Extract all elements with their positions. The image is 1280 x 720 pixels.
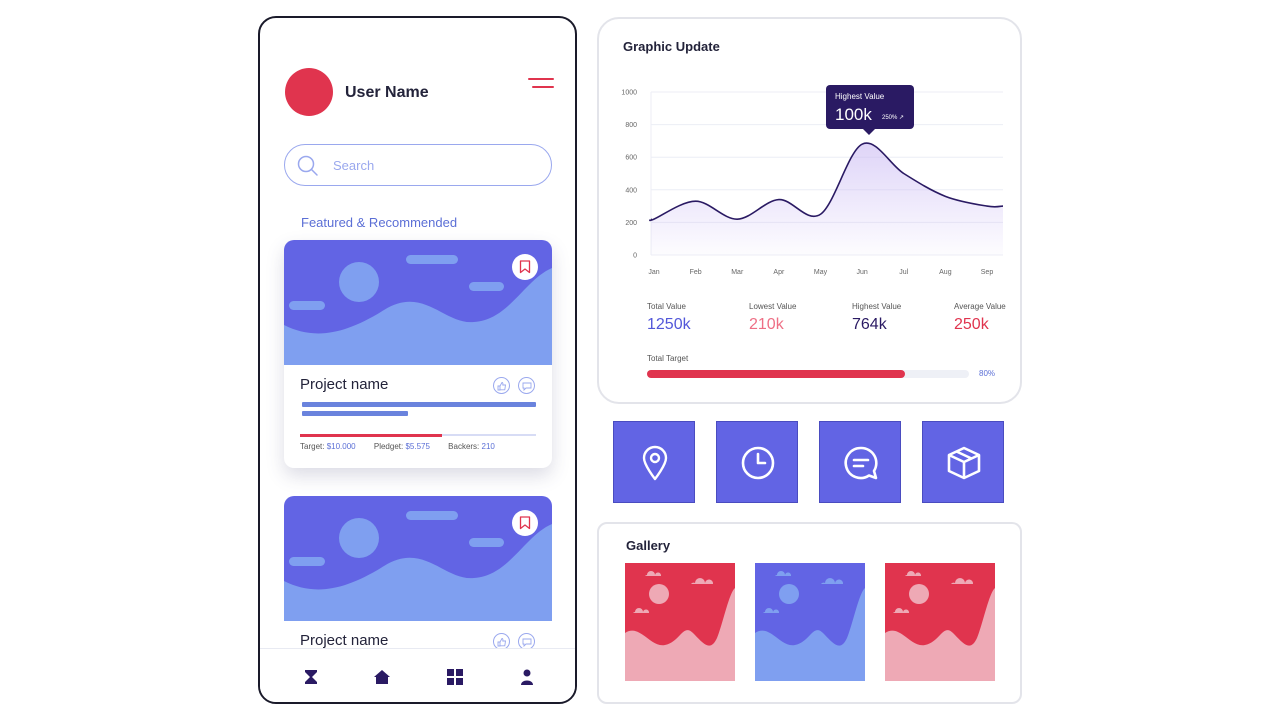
- x-tick-label: Sep: [981, 269, 994, 276]
- target-label: Total Target: [647, 354, 689, 363]
- package-box-icon: [947, 446, 981, 480]
- project-image: [284, 496, 552, 621]
- funding-progress-bar: [300, 433, 536, 437]
- chat-icon: [522, 382, 532, 391]
- stat-total: Total Value 1250k: [647, 302, 691, 334]
- x-tick-label: Jun: [856, 269, 867, 276]
- tooltip-change: 250% ↗: [882, 115, 905, 121]
- bookmark-button[interactable]: [512, 510, 538, 536]
- gallery-title: Gallery: [626, 538, 671, 553]
- tooltip-label: Highest Value: [835, 92, 885, 101]
- x-tick-label: Jul: [899, 269, 908, 276]
- chat-icon: [522, 638, 532, 647]
- funding-progress-fill: [300, 433, 442, 437]
- project-card[interactable]: Project name Target: $10.000 Pledget: $5…: [284, 240, 552, 468]
- package-tile[interactable]: [922, 421, 1004, 503]
- description-line: [302, 402, 536, 407]
- bottom-nav: [260, 648, 575, 702]
- search-icon: [297, 155, 318, 176]
- y-tick-label: 600: [625, 155, 637, 162]
- stat-value: 764k: [852, 316, 887, 333]
- graphic-update-card: Graphic Update 1000 800 600 400 200 0 Jan Feb Ma…: [597, 17, 1022, 404]
- search-bar[interactable]: [284, 144, 552, 186]
- stat-lowest: Lowest Value 210k: [749, 302, 796, 334]
- chat-bubble-icon: [844, 446, 878, 480]
- clock-tile[interactable]: [716, 421, 798, 503]
- stat-value: 250k: [954, 316, 989, 333]
- chat-tile[interactable]: [819, 421, 901, 503]
- target-percent: 80%: [979, 369, 996, 378]
- thumbs-up-icon: [497, 382, 507, 391]
- clock-icon: [741, 446, 775, 480]
- y-tick-label: 800: [625, 122, 637, 129]
- stat-value: 210k: [749, 316, 784, 333]
- home-icon[interactable]: [373, 668, 391, 686]
- like-button[interactable]: [493, 377, 510, 394]
- search-input[interactable]: [333, 153, 533, 177]
- x-tick-label: Feb: [690, 269, 702, 276]
- bookmark-icon: [519, 516, 531, 530]
- x-tick-label: Jan: [648, 269, 659, 276]
- user-icon[interactable]: [518, 668, 536, 686]
- x-tick-label: Aug: [939, 269, 952, 276]
- bookmark-button[interactable]: [512, 254, 538, 280]
- pledged-value: $5.575: [405, 442, 430, 451]
- gallery-image[interactable]: [755, 563, 865, 681]
- stat-label: Lowest Value: [749, 302, 797, 311]
- target-progress-bar: [647, 370, 969, 378]
- project-name: Project name: [300, 376, 389, 393]
- location-pin-icon: [642, 445, 668, 481]
- comment-button[interactable]: [518, 377, 535, 394]
- project-card[interactable]: Project name: [284, 496, 552, 656]
- grid-icon[interactable]: [446, 668, 464, 686]
- project-image: [284, 240, 552, 365]
- location-tile[interactable]: [613, 421, 695, 503]
- project-name: Project name: [300, 632, 389, 649]
- x-tick-label: May: [814, 269, 828, 276]
- y-tick-label: 200: [625, 220, 637, 227]
- tooltip-value: 100k: [835, 105, 872, 124]
- area-fill: [649, 143, 1003, 255]
- gallery-card: Gallery: [597, 522, 1022, 704]
- thumbs-up-icon: [497, 638, 507, 647]
- line-chart: 1000 800 600 400 200 0 Jan Feb Mar Apr May Jun Jul Au…: [621, 90, 1004, 276]
- y-tick-label: 1000: [621, 90, 637, 97]
- gallery-image[interactable]: [625, 563, 735, 681]
- highest-value-tooltip: Highest Value 100k 250% ↗: [826, 85, 914, 135]
- y-tick-label: 400: [625, 187, 637, 194]
- y-tick-label: 0: [633, 253, 637, 260]
- target-value: $10.000: [326, 442, 356, 451]
- data-line: [649, 142, 1004, 222]
- mobile-app-frame: User Name Featured & Recommended: [258, 16, 577, 704]
- stat-label: Highest Value: [852, 302, 902, 311]
- avatar[interactable]: [285, 68, 333, 116]
- x-tick-label: Mar: [731, 269, 744, 276]
- stat-value: 1250k: [647, 316, 691, 333]
- hamburger-menu-icon[interactable]: [526, 78, 554, 90]
- target-label: Target:: [300, 442, 325, 451]
- x-tick-label: Apr: [773, 269, 785, 276]
- backers-value: 210: [481, 442, 495, 451]
- backers-label: Backers:: [448, 442, 480, 451]
- stat-label: Total Value: [647, 302, 686, 311]
- user-name: User Name: [345, 84, 429, 101]
- hourglass-icon[interactable]: [302, 668, 320, 686]
- section-title: Featured & Recommended: [301, 215, 458, 230]
- pledged-label: Pledget:: [373, 442, 404, 451]
- chart-title: Graphic Update: [623, 39, 720, 54]
- target-progress-fill: [647, 370, 905, 378]
- stat-average: Average Value 250k: [954, 302, 1006, 334]
- description-line: [302, 411, 408, 416]
- gallery-image[interactable]: [885, 563, 995, 681]
- funding-stats: Target: $10.000 Pledget: $5.575 Backers:…: [300, 442, 495, 451]
- bookmark-icon: [519, 260, 531, 274]
- stat-highest: Highest Value 764k: [852, 302, 901, 334]
- stat-label: Average Value: [954, 302, 1006, 311]
